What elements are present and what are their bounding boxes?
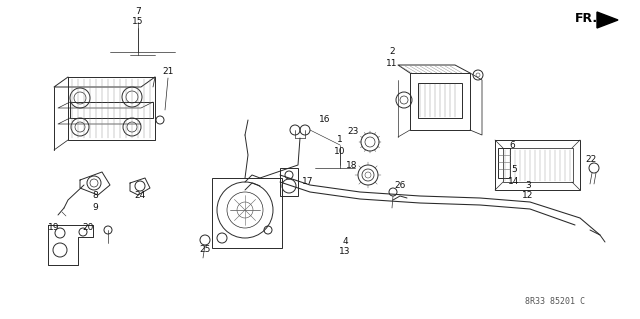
Text: 26: 26 (394, 181, 406, 189)
Bar (280, 168, 298, 196)
Text: 1: 1 (337, 136, 343, 145)
Text: 8: 8 (92, 191, 98, 201)
Text: 7: 7 (135, 8, 141, 17)
Text: 6: 6 (509, 140, 515, 150)
Text: 25: 25 (199, 246, 211, 255)
Text: 14: 14 (508, 176, 520, 186)
Text: 3: 3 (525, 181, 531, 189)
Text: 5: 5 (511, 166, 517, 174)
Text: 24: 24 (134, 191, 146, 201)
Text: 15: 15 (132, 18, 144, 26)
Text: 17: 17 (302, 177, 314, 187)
Bar (498, 148, 510, 178)
Text: 19: 19 (48, 224, 60, 233)
Text: 12: 12 (522, 191, 534, 201)
Text: 11: 11 (387, 58, 397, 68)
Text: 10: 10 (334, 146, 346, 155)
Bar (503, 148, 573, 182)
Polygon shape (597, 12, 618, 28)
Text: 20: 20 (83, 224, 93, 233)
Text: 2: 2 (389, 48, 395, 56)
Text: 4: 4 (342, 236, 348, 246)
Text: FR.: FR. (575, 11, 598, 25)
Text: 21: 21 (163, 68, 173, 77)
Text: 22: 22 (586, 155, 596, 165)
Text: 9: 9 (92, 203, 98, 211)
Bar (212, 178, 282, 248)
Bar (495, 140, 580, 190)
Text: 18: 18 (346, 160, 358, 169)
Text: 23: 23 (348, 128, 358, 137)
Text: 16: 16 (319, 115, 331, 124)
Text: 8R33 85201 C: 8R33 85201 C (525, 298, 585, 307)
Bar (418, 83, 462, 118)
Text: 13: 13 (339, 248, 351, 256)
